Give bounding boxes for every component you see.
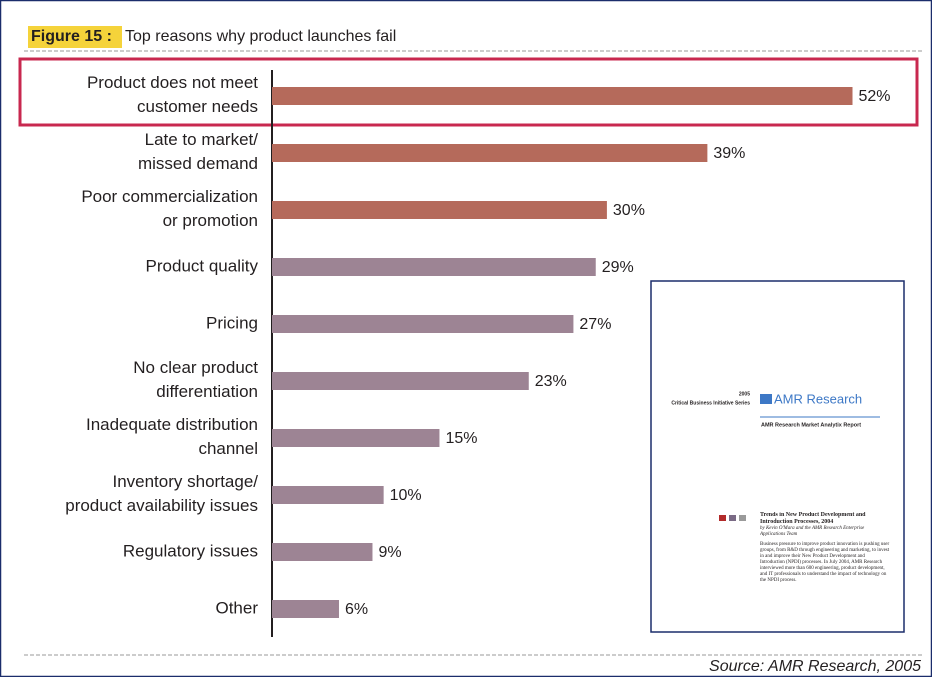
category-label: No clear product differentiation [133,358,258,401]
bar [272,315,574,333]
inset-authors: by Kevin O'Mara and the AMR Research Ent… [760,526,865,537]
inset-year: 2005 [739,391,750,397]
value-label: 30% [613,202,645,219]
highlight-box [18,57,919,127]
value-label: 52% [859,88,891,105]
bar [272,258,596,276]
bar [272,372,529,390]
category-label: Inadequate distribution channel [86,415,258,458]
bar [272,144,708,162]
value-label: 15% [445,430,477,447]
inset-square [729,515,736,521]
inset-brand: AMR Research [774,391,862,406]
value-label: 29% [602,259,634,276]
bar [272,201,607,219]
bar [272,87,853,105]
category-label: Poor commercialization or promotion [81,187,258,230]
value-label: 6% [345,601,368,618]
source: Source: AMR Research, 2005 [709,658,921,675]
inset-report-title: Trends in New Product Development and In… [760,512,866,525]
category-label: Regulatory issues [123,541,258,560]
inset-logo [760,394,772,404]
bar [272,543,373,561]
bar [272,486,384,504]
bar [272,600,339,618]
value-label: 10% [390,487,422,504]
inset-text: Trends in New Product Development and In… [760,512,890,583]
value-label: 27% [579,316,611,333]
category-label: Pricing [206,313,258,332]
value-label: 23% [535,373,567,390]
bar [272,429,440,447]
report-inset: 2005 Critical Business Initiative Series… [650,280,905,633]
category-label: Product quality [146,256,259,275]
figure-label: Figure 15 : [31,28,112,45]
inset-series: Critical Business Initiative Series [671,400,750,406]
inset-square [719,515,726,521]
category-label: Other [215,598,258,617]
inset-border [650,280,905,633]
title-highlight [28,26,122,48]
category-label: Late to market/missed demand [138,130,258,173]
category-label: Product does not meet customer needs [87,73,258,116]
category-label: Inventory shortage/product availability … [65,472,258,515]
inset-summary: Business pressure to improve product inn… [760,542,890,583]
chart-title: Top reasons why product launches fail [125,28,396,45]
inset-square [739,515,746,521]
value-label: 9% [378,544,401,561]
inset-report-type: AMR Research Market Analytix Report [761,422,861,428]
value-label: 39% [713,145,745,162]
